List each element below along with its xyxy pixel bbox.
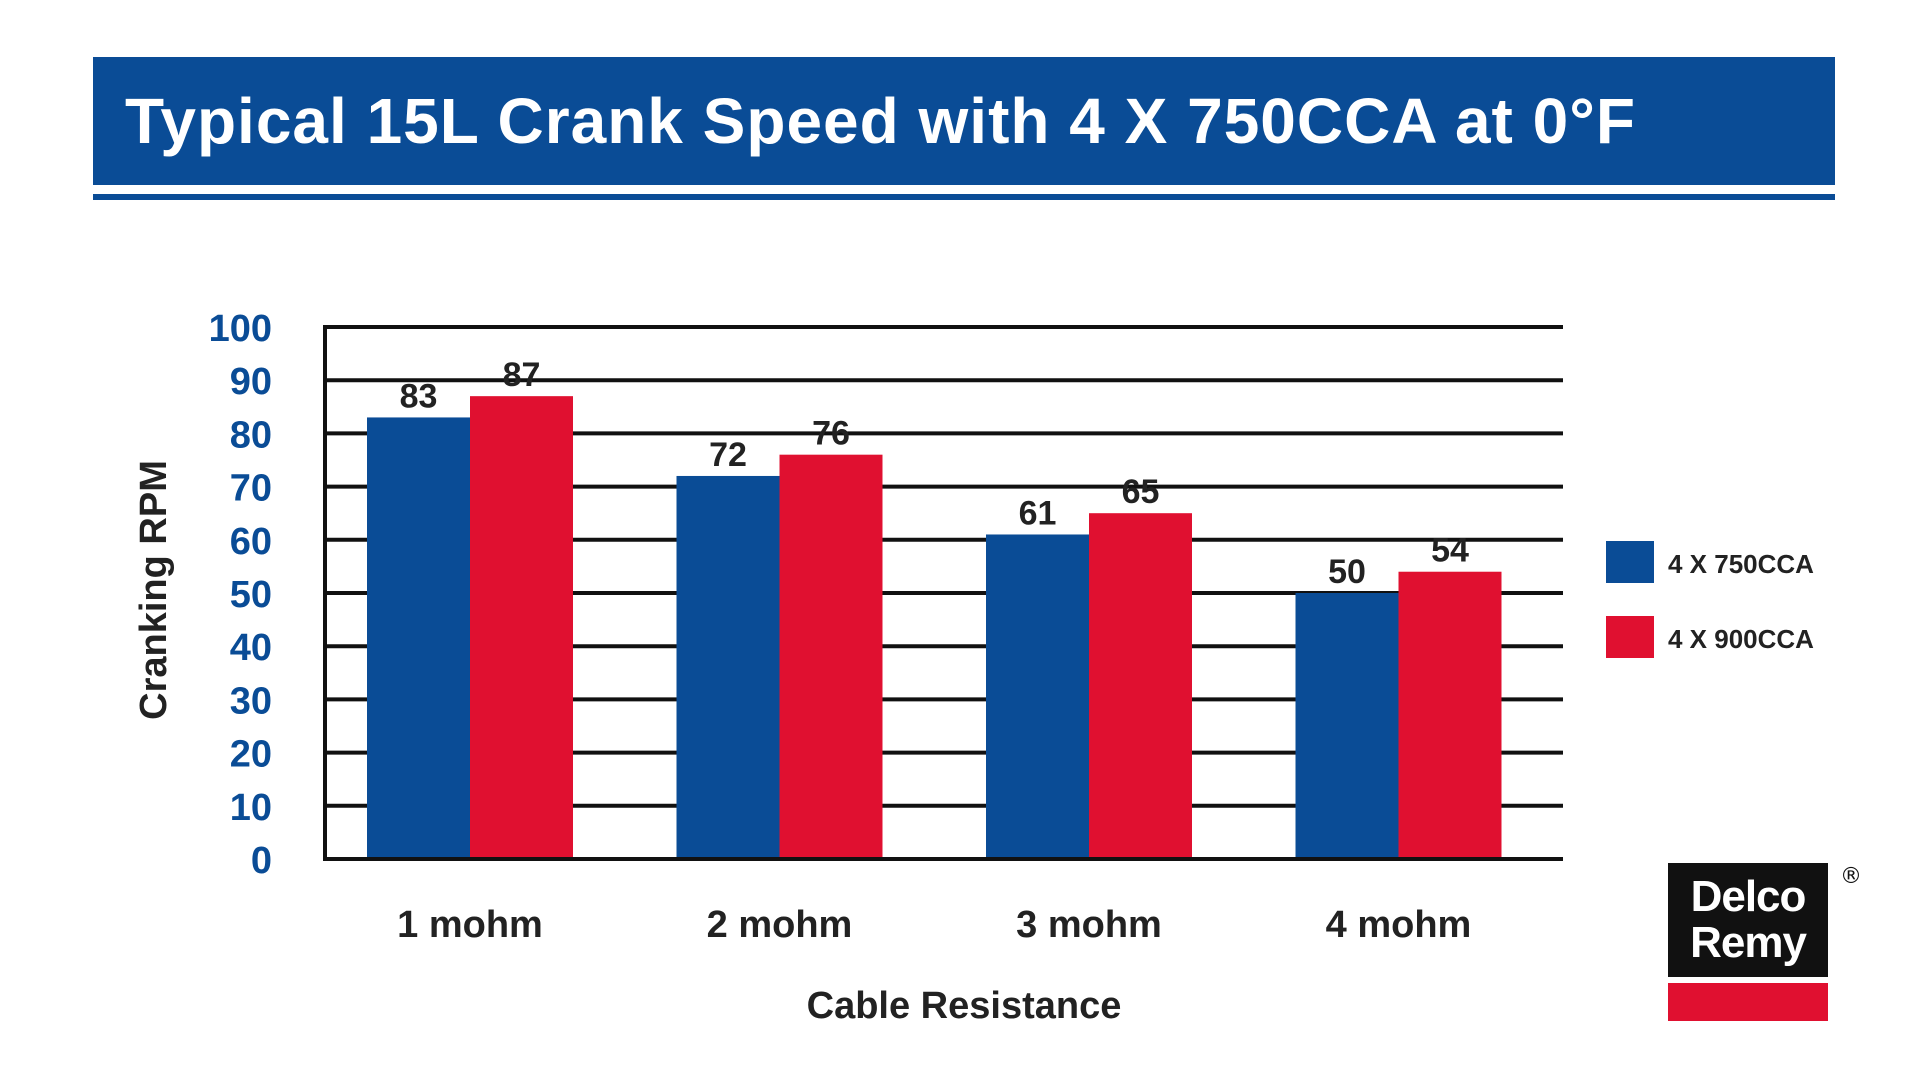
chart-title: Typical 15L Crank Speed with 4 X 750CCA … [125, 85, 1636, 157]
y-tick-label-80: 80 [230, 414, 272, 456]
x-tick-label-4: 4 mohm [1326, 904, 1472, 946]
bar-900cca-1 [470, 396, 573, 859]
y-tick-label-40: 40 [230, 627, 272, 669]
bar-900cca-3 [1089, 513, 1192, 859]
legend-label-900cca: 4 X 900CCA [1668, 624, 1814, 654]
data-label-750cca-1: 83 [400, 377, 438, 415]
x-tick-label-1: 1 mohm [397, 904, 543, 946]
legend: 4 X 750CCA 4 X 900CCA [1606, 541, 1814, 658]
axes [323, 325, 1563, 861]
y-tick-label-90: 90 [230, 361, 272, 403]
legend-swatch-750cca [1606, 541, 1654, 583]
title-underline [93, 194, 1835, 200]
bar-900cca-4 [1398, 571, 1502, 859]
legend-label-750cca: 4 X 750CCA [1668, 549, 1814, 579]
data-label-750cca-3: 61 [1019, 494, 1057, 532]
y-tick-label-100: 100 [209, 308, 272, 350]
y-tick-label-70: 70 [230, 468, 272, 510]
logo-line-2: Remy [1690, 918, 1807, 967]
y-tick-label-20: 20 [230, 734, 272, 776]
y-tick-label-30: 30 [230, 680, 272, 722]
bar-750cca-2 [676, 475, 780, 859]
logo-wordmark: Delco Remy [1668, 863, 1828, 977]
bar-750cca-3 [986, 534, 1089, 859]
title-banner: Typical 15L Crank Speed with 4 X 750CCA … [93, 57, 1835, 185]
bars [367, 396, 1502, 859]
y-tick-label-0: 0 [251, 840, 272, 882]
data-label-900cca-4: 54 [1431, 532, 1469, 570]
legend-swatch-900cca [1606, 616, 1654, 658]
logo-red-stripe [1668, 983, 1828, 1021]
bar-750cca-4 [1295, 593, 1399, 859]
data-label-900cca-1: 87 [503, 356, 541, 394]
x-tick-label-2: 2 mohm [707, 904, 853, 946]
registered-mark: ® [1840, 864, 1862, 889]
y-axis-title: Cranking RPM [133, 460, 175, 720]
bar-750cca-1 [367, 417, 470, 859]
y-tick-label-10: 10 [230, 787, 272, 829]
x-axis-title: Cable Resistance [807, 985, 1122, 1027]
logo-line-1: Delco [1690, 872, 1807, 921]
data-label-750cca-4: 50 [1328, 553, 1366, 591]
labels: 0 10 20 30 40 50 60 70 80 90 100 83 87 1 mohm 72 76 2 mo… [133, 308, 1471, 1027]
y-tick-label-50: 50 [230, 574, 272, 616]
delco-remy-logo: Delco Remy [1668, 863, 1828, 1021]
data-label-900cca-2: 76 [812, 415, 850, 453]
data-label-900cca-3: 65 [1122, 473, 1160, 511]
y-tick-label-60: 60 [230, 521, 272, 563]
bar-900cca-2 [779, 454, 883, 859]
data-label-750cca-2: 72 [709, 436, 747, 474]
x-tick-label-3: 3 mohm [1016, 904, 1162, 946]
